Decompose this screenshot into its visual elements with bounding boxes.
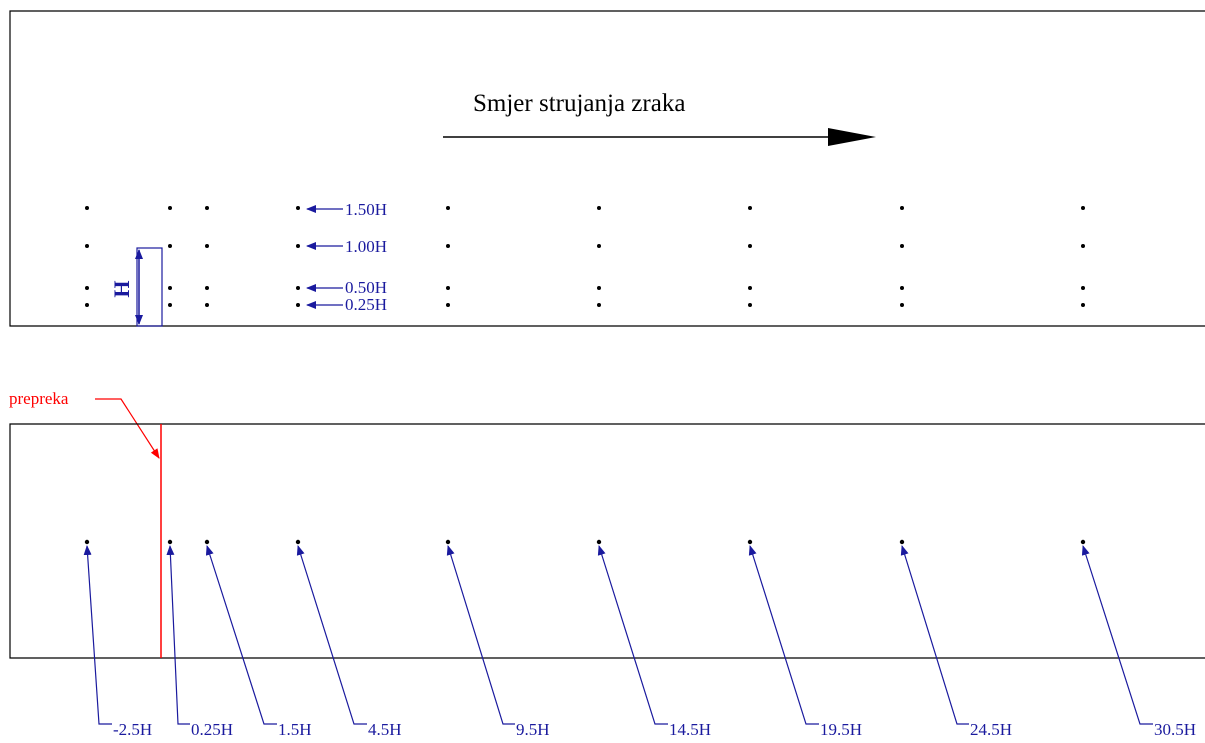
point: [296, 244, 300, 248]
obstacle-label: prepreka: [9, 389, 69, 408]
obstacle-outline: [136, 247, 163, 327]
point: [446, 244, 450, 248]
position-label-1: -2.5H: [113, 720, 152, 739]
position-pointer-4: [296, 545, 367, 725]
point: [295, 539, 301, 545]
point: [168, 286, 172, 290]
position-pointer-9: [1081, 545, 1153, 725]
point: [748, 286, 752, 290]
point: [85, 206, 89, 210]
point: [85, 303, 89, 307]
position-label-5: 9.5H: [516, 720, 550, 739]
point: [900, 286, 904, 290]
point: [1081, 286, 1085, 290]
height-symbol-label: H: [109, 280, 134, 297]
point: [900, 303, 904, 307]
position-label-6: 14.5H: [669, 720, 711, 739]
point: [900, 206, 904, 210]
point: [85, 244, 89, 248]
plan-view-panel: -2.5H 0.25H 1.5H 4.5H 9.5H 14.5H 19.5H 2…: [9, 423, 1205, 739]
position-pointers: [83, 545, 1153, 725]
position-pointer-7: [748, 545, 819, 725]
flow-direction-title: Smjer strujanja zraka: [473, 90, 685, 117]
height-label-3: 0.50H: [345, 278, 387, 297]
position-pointer-8: [900, 545, 969, 725]
obstacle-callout: prepreka: [9, 389, 160, 459]
point: [445, 539, 451, 545]
point: [446, 303, 450, 307]
point: [597, 286, 601, 290]
point: [84, 539, 90, 545]
position-label-7: 19.5H: [820, 720, 862, 739]
height-label-4: 0.25H: [345, 295, 387, 314]
point: [1081, 244, 1085, 248]
position-pointer-3: [205, 545, 277, 725]
side-view-measurement-points: [85, 206, 1085, 307]
plan-view-measurement-points: [84, 539, 1086, 545]
point: [597, 303, 601, 307]
point: [85, 286, 89, 290]
point: [168, 303, 172, 307]
point: [205, 244, 209, 248]
point: [748, 303, 752, 307]
point: [296, 303, 300, 307]
height-label-1: 1.50H: [345, 200, 387, 219]
point: [597, 244, 601, 248]
point: [747, 539, 753, 545]
height-label-2: 1.00H: [345, 237, 387, 256]
point: [205, 286, 209, 290]
point: [205, 303, 209, 307]
point: [1081, 303, 1085, 307]
point: [1080, 539, 1086, 545]
flow-direction-arrowhead: [828, 128, 876, 146]
point: [205, 206, 209, 210]
position-label-8: 24.5H: [970, 720, 1012, 739]
position-pointer-2: [166, 545, 190, 725]
side-view-frame: [9, 10, 1205, 327]
position-labels: -2.5H 0.25H 1.5H 4.5H 9.5H 14.5H 19.5H 2…: [113, 720, 1196, 739]
point: [900, 244, 904, 248]
point: [596, 539, 602, 545]
point: [446, 206, 450, 210]
height-level-labels: 1.50H 1.00H 0.50H 0.25H: [306, 200, 387, 314]
point: [748, 206, 752, 210]
obstacle-pointer: [95, 398, 160, 459]
point: [597, 206, 601, 210]
plan-view-frame: [9, 423, 1205, 659]
height-dimension-arrow-bottom: [135, 315, 143, 325]
point: [167, 539, 173, 545]
point: [899, 539, 905, 545]
height-dimension-arrow-top: [135, 249, 143, 259]
point: [168, 244, 172, 248]
point: [748, 244, 752, 248]
position-pointer-6: [597, 545, 668, 725]
position-pointer-1: [83, 545, 112, 725]
side-view-panel: Smjer strujanja zraka H 1.50H 1.00H: [9, 10, 1205, 327]
position-pointer-5: [446, 545, 515, 725]
position-label-4: 4.5H: [368, 720, 402, 739]
position-label-3: 1.5H: [278, 720, 312, 739]
point: [296, 206, 300, 210]
point: [204, 539, 210, 545]
point: [1081, 206, 1085, 210]
point: [296, 286, 300, 290]
position-label-9: 30.5H: [1154, 720, 1196, 739]
position-label-2: 0.25H: [191, 720, 233, 739]
point: [446, 286, 450, 290]
point: [168, 206, 172, 210]
